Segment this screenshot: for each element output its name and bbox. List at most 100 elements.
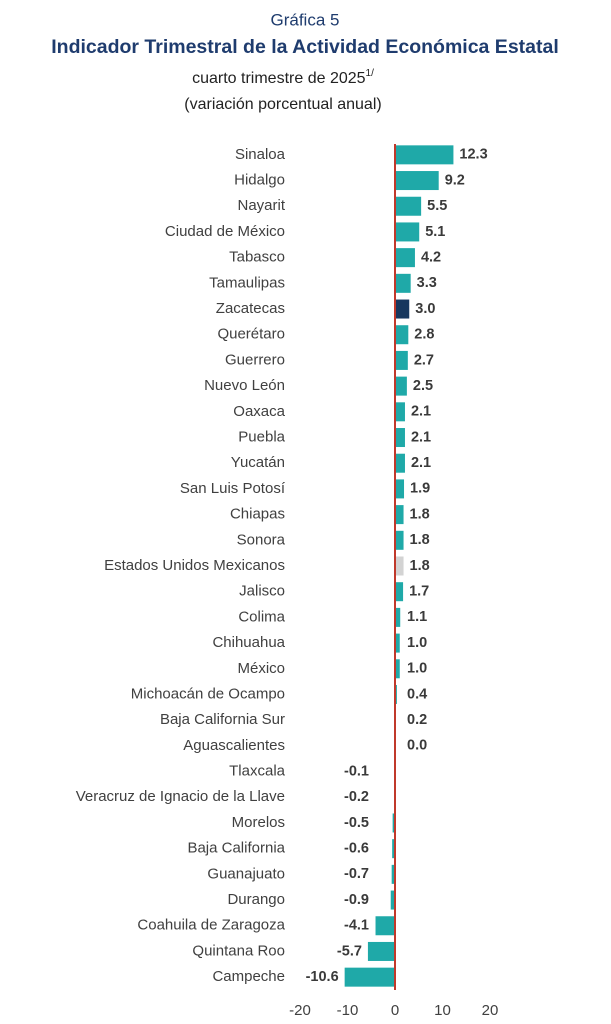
value-label: 1.8 <box>410 506 430 522</box>
value-label: 2.1 <box>411 455 431 471</box>
bar <box>395 350 408 370</box>
bar <box>367 941 395 961</box>
category-label: Ciudad de México <box>165 223 285 240</box>
category-label: México <box>237 660 285 677</box>
value-label: 12.3 <box>459 147 487 163</box>
category-label: Morelos <box>232 814 285 831</box>
value-label: 0.2 <box>407 712 427 728</box>
category-label: Michoacán de Ocampo <box>131 685 285 702</box>
value-label: 1.1 <box>407 609 427 625</box>
category-label: Campeche <box>212 968 285 985</box>
value-label: 1.7 <box>409 584 429 600</box>
value-label: 2.1 <box>411 429 431 445</box>
category-label: Estados Unidos Mexicanos <box>104 557 285 574</box>
value-label: 3.3 <box>417 275 437 291</box>
bar <box>391 864 395 884</box>
category-label: Hidalgo <box>234 172 285 189</box>
x-tick-label: -10 <box>337 1002 359 1019</box>
bar <box>395 453 405 473</box>
value-label: -0.5 <box>344 815 369 831</box>
value-label: 0.4 <box>407 686 427 702</box>
category-label: Sinaloa <box>235 146 286 163</box>
value-label: 5.5 <box>427 198 447 214</box>
x-tick-label: 20 <box>482 1002 499 1019</box>
value-label: 1.0 <box>407 635 427 651</box>
bar <box>395 659 400 679</box>
bar <box>395 299 410 319</box>
value-label: 4.2 <box>421 249 441 265</box>
category-label: Nuevo León <box>204 377 285 394</box>
bar <box>344 967 395 987</box>
value-label: 2.8 <box>414 327 434 343</box>
subtitle-superscript: 1/ <box>366 68 375 79</box>
category-label: Quintana Roo <box>192 942 285 959</box>
bar <box>395 633 400 653</box>
bar <box>395 607 401 627</box>
category-label: Jalisco <box>239 583 285 600</box>
value-label: 1.9 <box>410 481 430 497</box>
category-label: Tamaulipas <box>209 274 285 291</box>
category-label: Colima <box>238 608 285 625</box>
category-label: Yucatán <box>231 454 285 471</box>
bar <box>395 171 439 191</box>
value-label: 1.0 <box>407 661 427 677</box>
bar <box>395 428 405 448</box>
figure-label: Gráfica 5 <box>271 10 340 29</box>
value-label: 1.8 <box>410 558 430 574</box>
bar <box>392 813 395 833</box>
category-label: Veracruz de Ignacio de la Llave <box>76 788 285 805</box>
category-label: Puebla <box>238 428 285 445</box>
bar <box>395 273 411 293</box>
bar <box>390 890 395 910</box>
value-label: 3.0 <box>415 301 435 317</box>
value-label: 1.8 <box>410 532 430 548</box>
category-label: Aguascalientes <box>183 737 285 754</box>
value-label: -0.7 <box>344 866 369 882</box>
category-label: Tlaxcala <box>229 763 286 780</box>
category-label: Coahuila de Zaragoza <box>137 917 285 934</box>
category-label: Guanajuato <box>207 865 285 882</box>
category-label: Baja California <box>187 840 285 857</box>
category-label: Querétaro <box>217 326 285 343</box>
bar <box>395 530 404 550</box>
bar <box>395 582 404 602</box>
bar <box>395 376 407 396</box>
value-label: -0.1 <box>344 763 369 779</box>
bar <box>395 325 409 345</box>
category-label: Tabasco <box>229 249 285 266</box>
category-label: Durango <box>227 891 285 908</box>
subtitle-text: cuarto trimestre de 2025 <box>192 70 366 87</box>
bar <box>395 556 404 576</box>
bar <box>395 196 422 216</box>
value-label: 0.0 <box>407 738 427 754</box>
value-label: -10.6 <box>306 969 339 985</box>
bar <box>395 145 454 165</box>
x-tick-label: 0 <box>391 1002 399 1019</box>
category-label: San Luis Potosí <box>180 480 286 497</box>
subtitle: cuarto trimestre de 20251/ <box>192 68 374 88</box>
bar <box>395 479 405 499</box>
value-label: 2.1 <box>411 404 431 420</box>
value-label: -0.6 <box>344 840 369 856</box>
value-label: 2.7 <box>414 352 434 368</box>
chart-title: Indicador Trimestral de la Actividad Eco… <box>51 36 559 58</box>
bar <box>395 505 404 525</box>
x-tick-label: -20 <box>289 1002 311 1019</box>
bar <box>395 222 420 242</box>
bar <box>392 839 395 859</box>
subtitle-2: (variación porcentual anual) <box>184 96 381 113</box>
value-label: 5.1 <box>425 224 445 240</box>
value-label: -5.7 <box>337 943 362 959</box>
x-tick-label: 10 <box>434 1002 451 1019</box>
category-label: Guerrero <box>225 351 285 368</box>
category-label: Chihuahua <box>212 634 285 651</box>
value-label: -4.1 <box>344 918 369 934</box>
value-label: 9.2 <box>445 172 465 188</box>
category-label: Chiapas <box>230 506 285 523</box>
bar <box>395 402 405 422</box>
value-label: -0.2 <box>344 789 369 805</box>
bar <box>395 248 415 268</box>
value-label: 2.5 <box>413 378 433 394</box>
category-label: Baja California Sur <box>160 711 285 728</box>
